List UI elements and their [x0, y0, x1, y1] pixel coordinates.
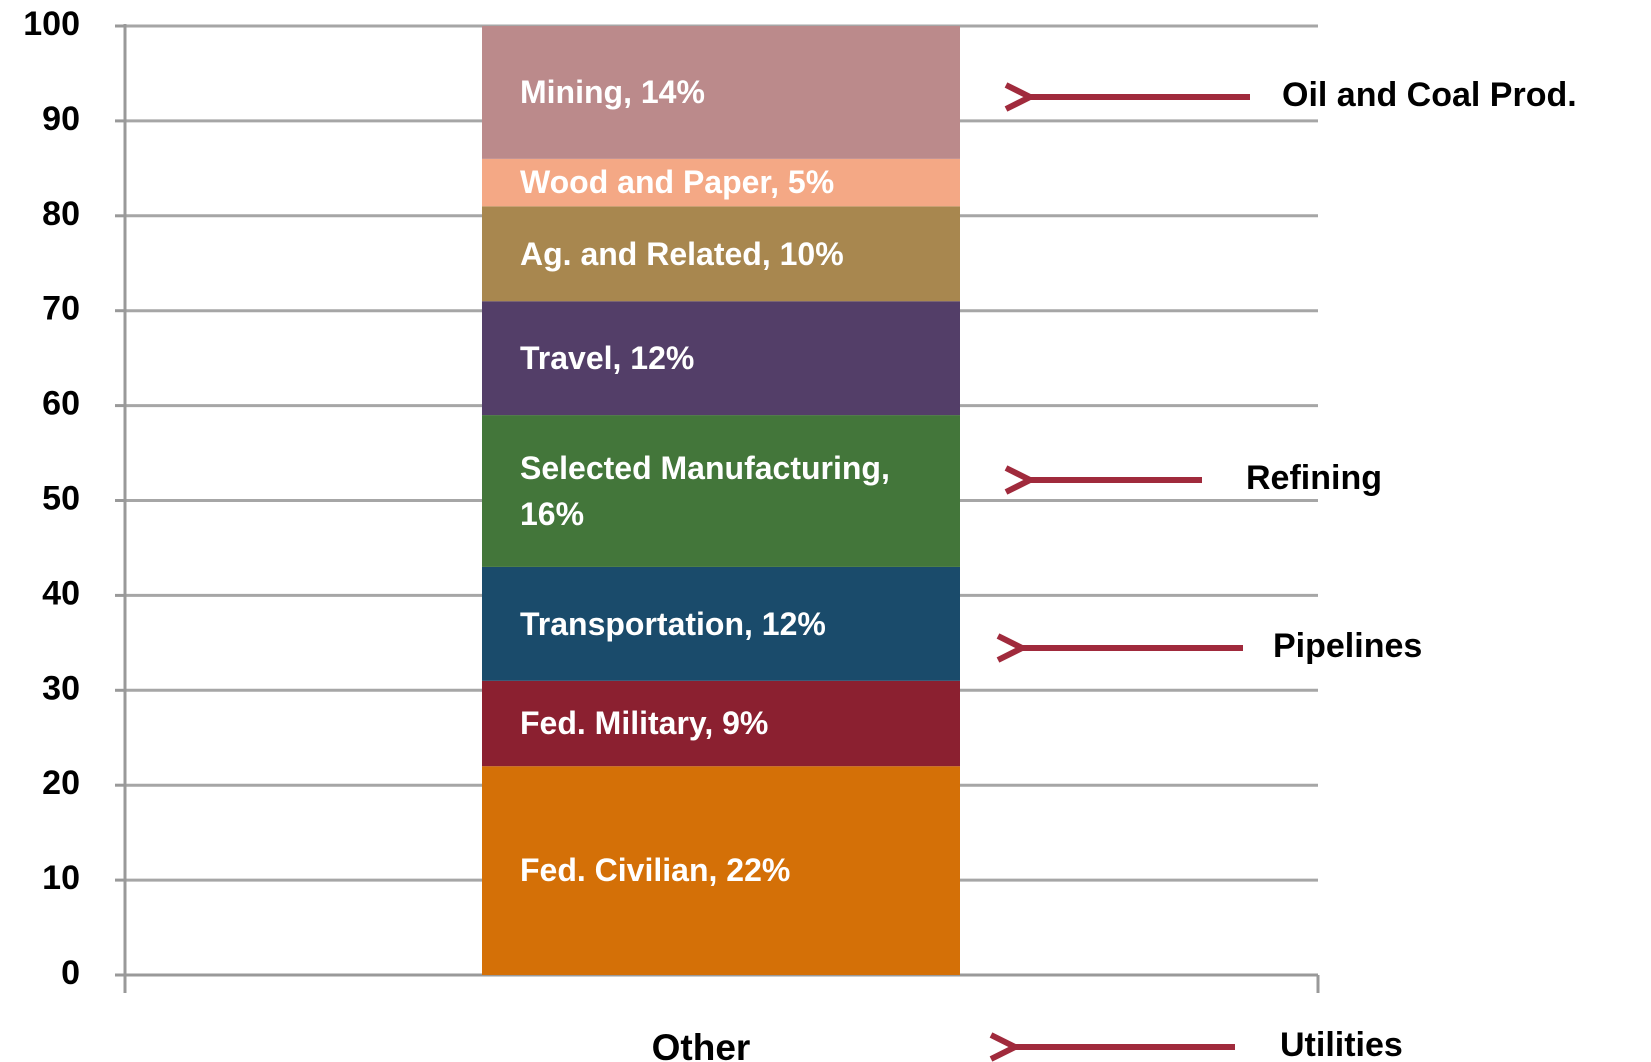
segment-label: Transportation, 12%: [520, 605, 826, 642]
bar-segment: [482, 206, 960, 302]
annotation: Oil and Coal Prod.: [1282, 76, 1577, 114]
y-tick-label: 30: [42, 669, 80, 707]
segment-label: Fed. Military, 9%: [520, 705, 769, 742]
y-tick-label: 100: [23, 5, 80, 43]
annotation: Utilities: [1280, 1026, 1403, 1062]
y-tick-label: 80: [42, 195, 80, 233]
y-tick-label: 0: [61, 954, 80, 992]
segment-label: Ag. and Related, 10%: [520, 235, 844, 272]
bar-segment: [482, 158, 960, 207]
annotation: Pipelines: [1273, 627, 1422, 665]
segment-label: Travel, 12%: [520, 339, 695, 376]
bar-segment: [482, 766, 960, 975]
segment-label: Wood and Paper, 5%: [520, 164, 835, 201]
arrows: [1015, 97, 1250, 1047]
y-tick-label: 90: [42, 100, 80, 138]
segment-label: Selected Manufacturing, 16%: [520, 449, 890, 532]
y-tick-label: 50: [42, 479, 80, 517]
bar-segment: [482, 415, 960, 567]
y-tick-label: 70: [42, 290, 80, 328]
segment-label: Mining, 14%: [520, 74, 705, 111]
y-tick-label: 40: [42, 574, 80, 612]
bar-segment: [482, 26, 960, 159]
bar-segment: [482, 680, 960, 767]
bar-segment: [482, 566, 960, 681]
bar-segment: [482, 301, 960, 416]
y-tick-label: 60: [42, 385, 80, 423]
y-tick-label: 10: [42, 859, 80, 897]
annotation: Refining: [1246, 459, 1382, 497]
y-tick-label: 20: [42, 764, 80, 802]
segment-label: Fed. Civilian, 22%: [520, 852, 791, 889]
x-tick-label: Other: [652, 1027, 751, 1062]
